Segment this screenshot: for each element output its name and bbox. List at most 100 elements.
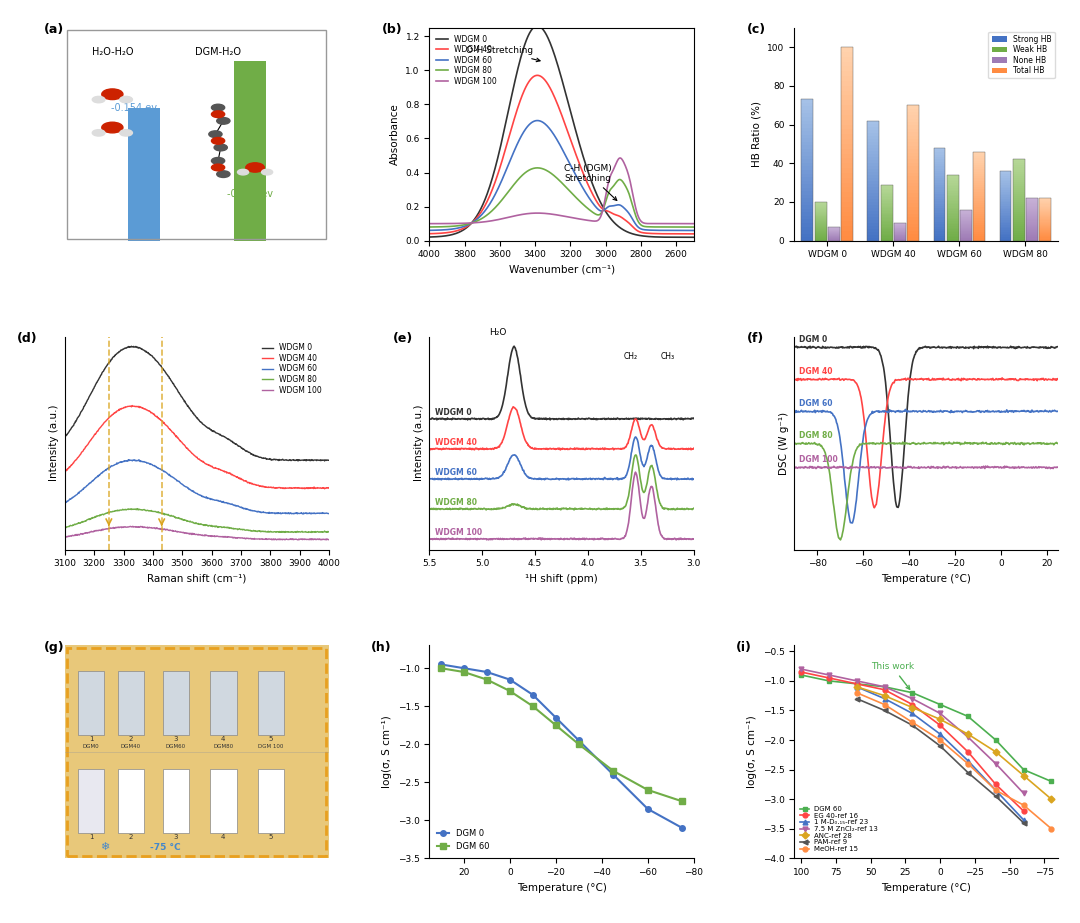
- MeOH-ref 15: [878, 699, 891, 710]
- WDGM 80: [531, 162, 544, 174]
- X-axis label: Temperature (°C): Temperature (°C): [881, 574, 971, 584]
- Bar: [1039, 227, 1051, 228]
- MeOH-ref 15: [961, 758, 974, 769]
- Bar: [907, 115, 919, 119]
- Bar: [947, 210, 959, 211]
- Bar: [973, 219, 985, 221]
- Bar: [880, 195, 892, 196]
- Bar: [947, 229, 959, 231]
- Bar: [841, 114, 853, 120]
- Bar: [947, 193, 959, 195]
- Bar: [163, 671, 189, 735]
- Bar: [814, 222, 826, 223]
- Text: -0.154 ev: -0.154 ev: [110, 102, 157, 113]
- Line: DGM 60: DGM 60: [438, 665, 685, 804]
- Bar: [801, 202, 813, 205]
- Bar: [973, 221, 985, 222]
- Bar: [1000, 182, 1012, 183]
- Bar: [1013, 239, 1025, 241]
- Bar: [1013, 209, 1025, 210]
- Bar: [867, 198, 879, 201]
- Bar: [1039, 199, 1051, 200]
- Bar: [1000, 171, 1012, 241]
- Bar: [1039, 202, 1051, 203]
- Bar: [801, 220, 813, 223]
- Bar: [973, 222, 985, 225]
- WDGM 60: [215, 496, 228, 507]
- WDGM 100: [105, 522, 118, 533]
- Bar: [814, 206, 826, 207]
- 1 M-D₀.₁₅-ref 23: [906, 708, 919, 719]
- DGM 60: [642, 785, 654, 796]
- WDGM 0: [687, 232, 700, 243]
- Y-axis label: DSC (W g⁻¹): DSC (W g⁻¹): [779, 412, 788, 474]
- Bar: [894, 223, 906, 241]
- Bar: [907, 109, 919, 112]
- WDGM 100: [58, 532, 71, 543]
- Line: PAM-ref 9: PAM-ref 9: [854, 696, 1026, 825]
- Bar: [947, 186, 959, 188]
- Text: WDGM 0: WDGM 0: [435, 408, 471, 417]
- Bar: [867, 121, 879, 124]
- WDGM 40: [561, 123, 573, 134]
- PAM-ref 9: [961, 767, 974, 778]
- Bar: [841, 168, 853, 173]
- Bar: [78, 769, 105, 833]
- DGM 0: [434, 659, 447, 670]
- Text: 4: 4: [221, 834, 226, 840]
- WDGM 0: [562, 97, 575, 108]
- DGM 60: [823, 676, 836, 687]
- Bar: [801, 234, 813, 237]
- Bar: [841, 153, 853, 159]
- Bar: [841, 90, 853, 95]
- Bar: [841, 178, 853, 183]
- Bar: [814, 230, 826, 231]
- Bar: [1039, 221, 1051, 222]
- Bar: [867, 150, 879, 153]
- Bar: [841, 222, 853, 226]
- Bar: [867, 141, 879, 145]
- WDGM 0: [531, 20, 544, 31]
- Bar: [907, 119, 919, 122]
- Bar: [841, 95, 853, 101]
- Bar: [814, 226, 826, 227]
- Bar: [814, 220, 826, 221]
- Bar: [801, 170, 813, 174]
- DGM 0: [642, 803, 654, 814]
- Bar: [1000, 192, 1012, 194]
- Bar: [801, 209, 813, 212]
- Bar: [973, 198, 985, 200]
- Bar: [933, 152, 945, 155]
- Bar: [1026, 235, 1038, 236]
- Bar: [947, 208, 959, 210]
- Bar: [841, 125, 853, 129]
- Text: 2: 2: [129, 737, 133, 742]
- Bar: [907, 210, 919, 213]
- Bar: [933, 206, 945, 209]
- Bar: [880, 233, 892, 234]
- Bar: [880, 196, 892, 198]
- Bar: [933, 198, 945, 201]
- Bar: [801, 160, 813, 163]
- EG 40-ref 16: [934, 720, 947, 731]
- Bar: [1039, 224, 1051, 226]
- Bar: [814, 225, 826, 226]
- DGM 60: [906, 688, 919, 699]
- Line: WDGM 40: WDGM 40: [65, 405, 329, 489]
- Bar: [1026, 233, 1038, 234]
- Bar: [814, 238, 826, 239]
- Bar: [1013, 198, 1025, 200]
- Bar: [1013, 160, 1025, 162]
- Bar: [973, 187, 985, 189]
- Bar: [841, 62, 853, 66]
- Bar: [1013, 175, 1025, 177]
- Bar: [907, 237, 919, 241]
- Bar: [841, 52, 853, 56]
- ANC-ref 28: [961, 728, 974, 739]
- ANC-ref 28: [906, 702, 919, 713]
- Bar: [907, 217, 919, 221]
- WDGM 100: [423, 218, 436, 229]
- X-axis label: Temperature (°C): Temperature (°C): [881, 882, 971, 893]
- Bar: [947, 214, 959, 216]
- DGM 0: [481, 666, 494, 677]
